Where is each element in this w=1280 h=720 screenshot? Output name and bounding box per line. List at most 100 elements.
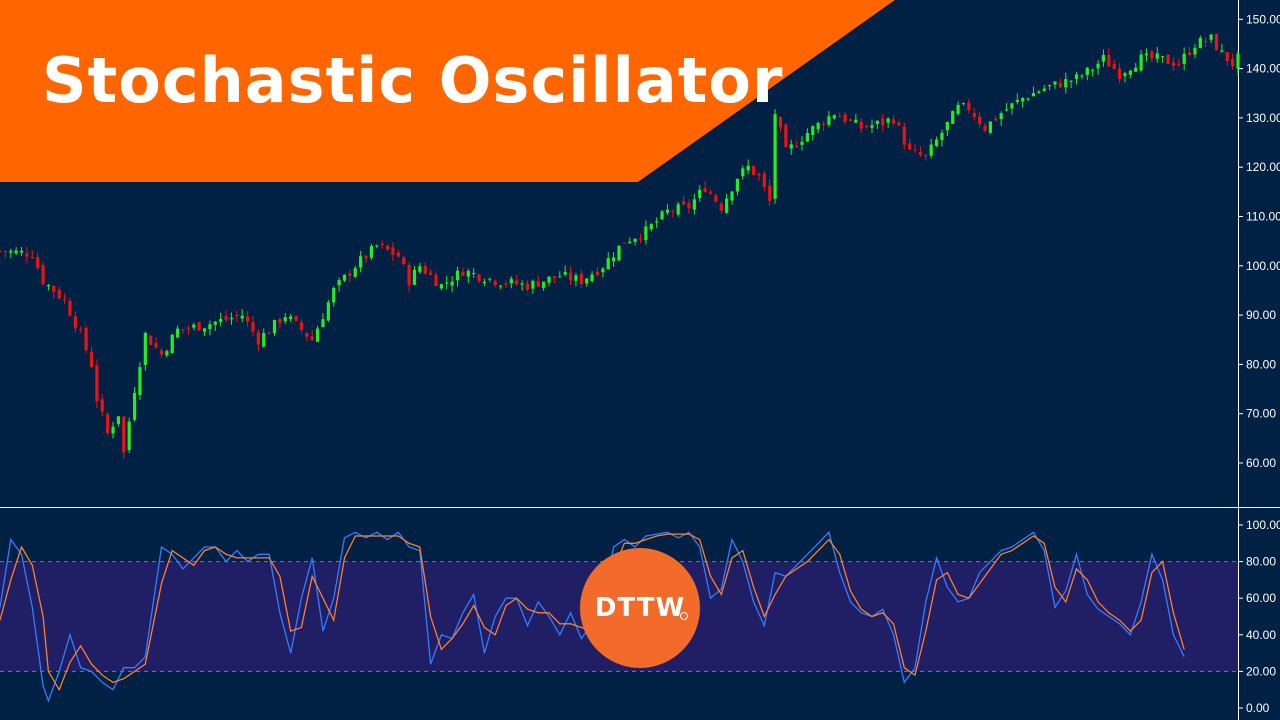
oscillator-tick-label: 20.00 xyxy=(1246,664,1276,678)
oscillator-tick-label: 80.00 xyxy=(1246,555,1276,569)
candle-body xyxy=(369,246,373,258)
candle-body xyxy=(681,201,686,205)
candle-body xyxy=(192,324,196,328)
candle-up xyxy=(940,129,944,147)
candle-down xyxy=(865,124,869,129)
candle-body xyxy=(934,139,939,146)
registered-mark-icon: ® xyxy=(680,612,688,620)
candle-down xyxy=(294,315,298,322)
candle-up xyxy=(741,165,745,180)
candle-body xyxy=(1214,34,1219,51)
candle-up xyxy=(466,268,470,284)
candle-body xyxy=(1220,50,1224,52)
candle-body xyxy=(1107,54,1111,67)
candle-down xyxy=(423,262,427,276)
candle-down xyxy=(310,330,314,341)
candle-down xyxy=(703,181,707,193)
candle-body xyxy=(956,104,960,114)
candle-body xyxy=(364,255,368,259)
candle-up xyxy=(628,237,632,244)
candle-up xyxy=(219,312,223,327)
candle-body xyxy=(89,351,94,367)
page-title: Stochastic Oscillator xyxy=(42,44,784,117)
candle-up xyxy=(612,252,616,268)
candle-up xyxy=(773,109,777,204)
candle-body xyxy=(498,285,503,287)
candle-body xyxy=(353,268,357,277)
candle-body xyxy=(1042,88,1046,91)
candle-down xyxy=(391,242,395,262)
candle-body xyxy=(466,270,470,277)
candle-body xyxy=(1231,59,1235,67)
candle-body xyxy=(961,103,966,105)
candle-up xyxy=(14,247,18,255)
price-tick-label: 90.00 xyxy=(1246,308,1276,322)
candle-down xyxy=(838,112,842,118)
candle-up xyxy=(1031,86,1036,97)
candle-body xyxy=(585,278,589,284)
candle-up xyxy=(746,159,750,175)
candle-down xyxy=(978,112,982,128)
candle-down xyxy=(552,276,557,284)
candle-body xyxy=(703,188,707,192)
candle-up xyxy=(730,190,734,205)
candle-down xyxy=(224,310,228,323)
candle-down xyxy=(515,274,519,287)
price-tick-label: 70.00 xyxy=(1246,407,1276,421)
candle-body xyxy=(800,141,804,145)
candle-body xyxy=(638,238,643,240)
candle-down xyxy=(0,249,2,253)
candle-body xyxy=(730,191,734,201)
candle-body xyxy=(827,116,831,125)
candle-body xyxy=(450,281,454,286)
candle-down xyxy=(1214,33,1219,51)
candle-up xyxy=(951,110,955,124)
candle-up xyxy=(547,276,551,287)
brand-logo-text: DTTW xyxy=(594,593,686,623)
candle-down xyxy=(477,273,481,284)
candle-body xyxy=(30,256,34,258)
candle-body xyxy=(1209,34,1213,40)
candle-body xyxy=(687,203,691,209)
candle-down xyxy=(429,269,433,276)
candle-down xyxy=(719,201,723,214)
candle-body xyxy=(116,416,121,424)
candle-down xyxy=(536,275,540,287)
candle-down xyxy=(62,293,67,304)
candle-down xyxy=(73,311,77,333)
candle-down xyxy=(267,330,271,334)
candle-down xyxy=(348,269,352,283)
candle-body xyxy=(751,165,756,175)
candle-body xyxy=(951,111,955,124)
candle-body xyxy=(1117,68,1122,79)
candle-down xyxy=(305,332,309,342)
candle-up xyxy=(633,238,637,246)
candle-body xyxy=(542,281,546,288)
candle-body xyxy=(1112,64,1116,70)
candle-up xyxy=(832,114,836,120)
candle-down xyxy=(848,118,853,122)
candle-body xyxy=(773,114,777,199)
candle-body xyxy=(838,116,842,118)
candle-up xyxy=(875,120,879,130)
candle-body xyxy=(477,274,481,281)
candle-body xyxy=(111,426,115,434)
candle-up xyxy=(827,111,831,128)
candle-down xyxy=(106,412,110,436)
candle-body xyxy=(294,316,298,321)
candle-body xyxy=(283,317,287,322)
candle-down xyxy=(364,254,368,264)
candle-up xyxy=(1026,97,1030,102)
candle-body xyxy=(186,327,190,329)
candle-up xyxy=(520,280,524,291)
candle-body xyxy=(262,333,266,347)
candle-down xyxy=(95,359,99,409)
candle-body xyxy=(240,315,244,319)
candle-down xyxy=(122,415,126,460)
candle-body xyxy=(165,351,169,356)
candle-up xyxy=(375,244,379,249)
candle-body xyxy=(159,350,164,355)
candle-body xyxy=(1096,63,1100,69)
candle-body xyxy=(62,298,67,300)
candle-body xyxy=(412,269,417,285)
